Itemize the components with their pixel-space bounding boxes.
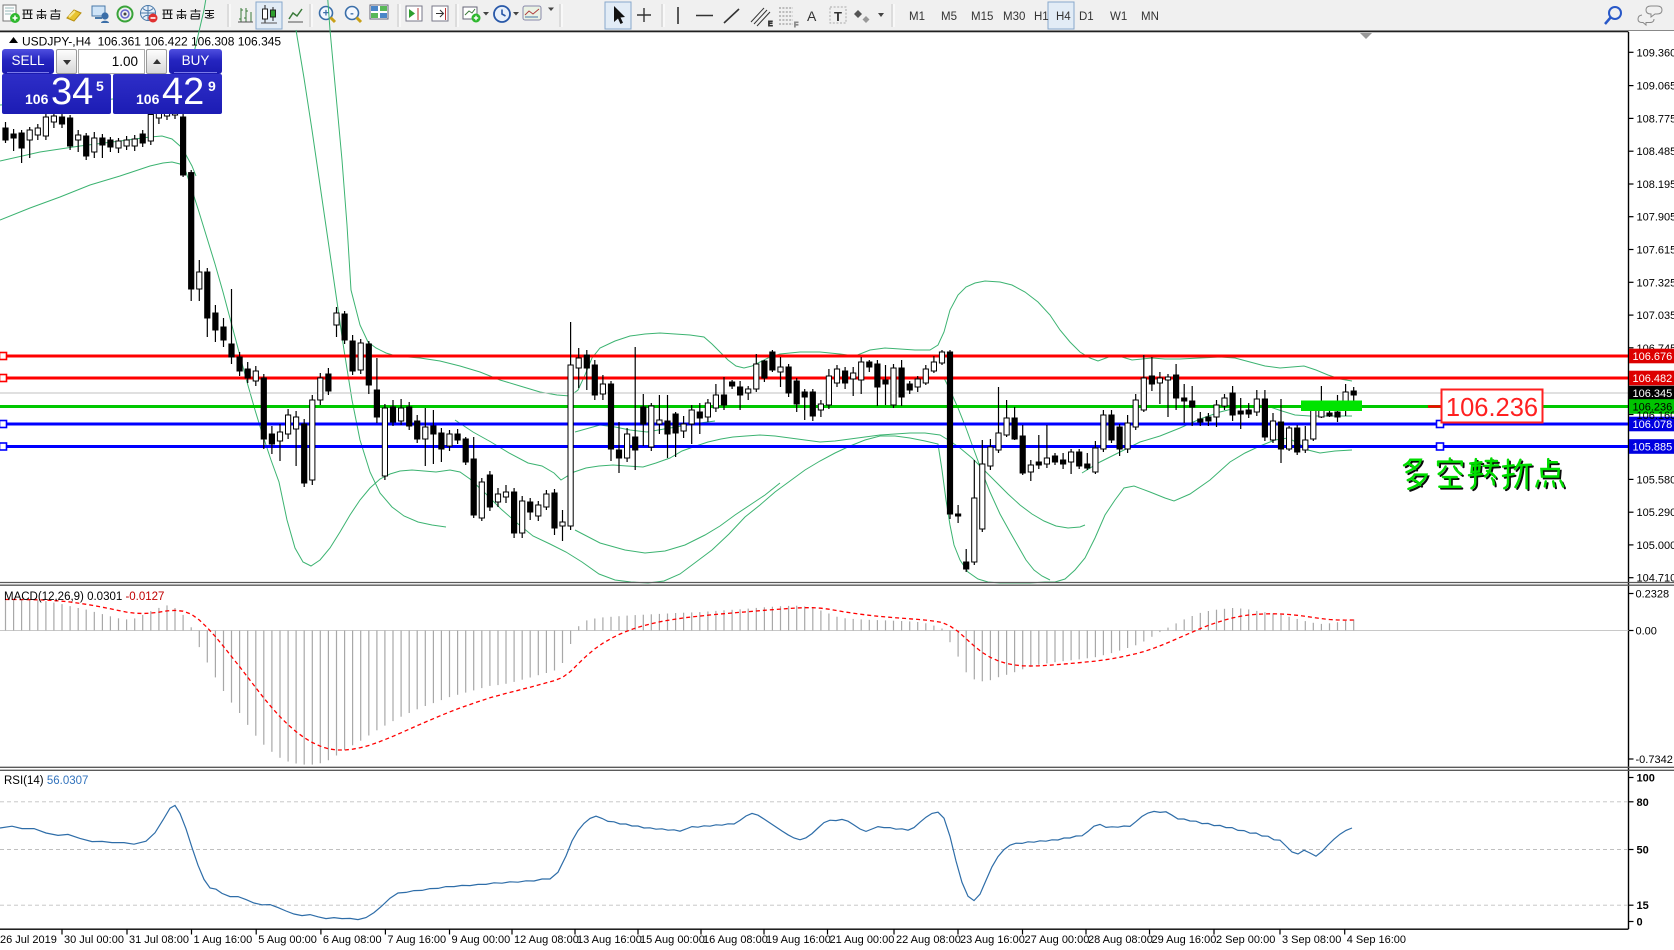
svg-text:105.290: 105.290	[1637, 507, 1674, 519]
svg-text:MN: MN	[1141, 11, 1159, 23]
svg-text:W1: W1	[1110, 11, 1127, 23]
svg-text:T: T	[834, 9, 842, 24]
svg-text:105.000: 105.000	[1637, 540, 1674, 552]
svg-text:+: +	[323, 8, 329, 20]
svg-text:-: -	[350, 8, 354, 20]
svg-text:106.236: 106.236	[1446, 394, 1538, 422]
svg-text:107.035: 107.035	[1637, 310, 1674, 322]
svg-text:13 Aug 16:00: 13 Aug 16:00	[577, 934, 642, 946]
svg-text:7 Aug 16:00: 7 Aug 16:00	[387, 934, 446, 946]
svg-text:F: F	[794, 22, 798, 29]
svg-text:3 Sep 08:00: 3 Sep 08:00	[1282, 934, 1341, 946]
svg-text:E: E	[768, 21, 773, 28]
svg-text:108.775: 108.775	[1637, 113, 1674, 125]
svg-text:-0.7342: -0.7342	[1636, 754, 1673, 766]
svg-text:108.485: 108.485	[1637, 146, 1674, 158]
svg-text:105.580: 105.580	[1637, 474, 1674, 486]
svg-text:21 Aug 00:00: 21 Aug 00:00	[830, 934, 895, 946]
svg-text:4 Sep 16:00: 4 Sep 16:00	[1347, 934, 1406, 946]
svg-text:107.325: 107.325	[1637, 277, 1674, 289]
svg-text:6 Aug 08:00: 6 Aug 08:00	[323, 934, 382, 946]
svg-text:31 Jul 08:00: 31 Jul 08:00	[129, 934, 189, 946]
svg-text:0: 0	[1637, 917, 1643, 929]
svg-text:MACD(12,26,9) 0.0301 -0.0127: MACD(12,26,9) 0.0301 -0.0127	[4, 591, 164, 603]
svg-text:26 Jul 2019: 26 Jul 2019	[0, 934, 57, 946]
svg-text:106.482: 106.482	[1633, 373, 1673, 385]
svg-text:30 Jul 00:00: 30 Jul 00:00	[64, 934, 124, 946]
svg-text:106.676: 106.676	[1633, 351, 1673, 363]
svg-text:50: 50	[1637, 845, 1649, 857]
svg-text:RSI(14) 56.0307: RSI(14) 56.0307	[4, 775, 88, 787]
svg-text:28 Aug 08:00: 28 Aug 08:00	[1088, 934, 1153, 946]
svg-text:29 Aug 16:00: 29 Aug 16:00	[1152, 934, 1217, 946]
svg-text:H1: H1	[1034, 11, 1049, 23]
svg-text:M30: M30	[1003, 11, 1025, 23]
svg-text:106.078: 106.078	[1633, 419, 1673, 431]
svg-text:100: 100	[1637, 773, 1655, 785]
svg-text:16 Aug 08:00: 16 Aug 08:00	[703, 934, 768, 946]
svg-text:80: 80	[1637, 797, 1649, 809]
svg-text:22 Aug 08:00: 22 Aug 08:00	[896, 934, 961, 946]
svg-text:15: 15	[1637, 900, 1649, 912]
svg-text:M15: M15	[971, 11, 993, 23]
svg-text:23 Aug 16:00: 23 Aug 16:00	[960, 934, 1025, 946]
svg-text:9 Aug 00:00: 9 Aug 00:00	[452, 934, 511, 946]
svg-text:27 Aug 00:00: 27 Aug 00:00	[1025, 934, 1090, 946]
svg-text:USDJPY-,H4 106.361 106.422 10: USDJPY-,H4 106.361 106.422 106.308 106.3…	[22, 35, 281, 49]
svg-text:104.710: 104.710	[1637, 573, 1674, 585]
svg-text:15 Aug 00:00: 15 Aug 00:00	[640, 934, 705, 946]
svg-text:H4: H4	[1056, 11, 1071, 23]
svg-text:12 Aug 08:00: 12 Aug 08:00	[514, 934, 579, 946]
svg-text:A: A	[807, 8, 817, 24]
svg-text:D1: D1	[1079, 11, 1094, 23]
svg-text:19 Aug 16:00: 19 Aug 16:00	[766, 934, 831, 946]
svg-text:106.345: 106.345	[1633, 388, 1673, 400]
svg-text:109.360: 109.360	[1637, 47, 1674, 59]
svg-text:0.2328: 0.2328	[1636, 589, 1670, 601]
svg-text:106.160: 106.160	[1637, 410, 1674, 422]
svg-text:2 Sep 00:00: 2 Sep 00:00	[1216, 934, 1275, 946]
svg-text:M1: M1	[909, 11, 925, 23]
svg-text:109.065: 109.065	[1637, 81, 1674, 93]
svg-text:5 Aug 00:00: 5 Aug 00:00	[258, 934, 317, 946]
svg-text:107.615: 107.615	[1637, 245, 1674, 257]
svg-text:107.905: 107.905	[1637, 212, 1674, 224]
svg-text:105.885: 105.885	[1633, 442, 1673, 454]
svg-text:0.00: 0.00	[1636, 626, 1657, 638]
svg-text:1 Aug 16:00: 1 Aug 16:00	[194, 934, 253, 946]
svg-text:108.195: 108.195	[1637, 179, 1674, 191]
svg-text:M5: M5	[941, 11, 957, 23]
svg-text:106.236: 106.236	[1633, 402, 1673, 414]
